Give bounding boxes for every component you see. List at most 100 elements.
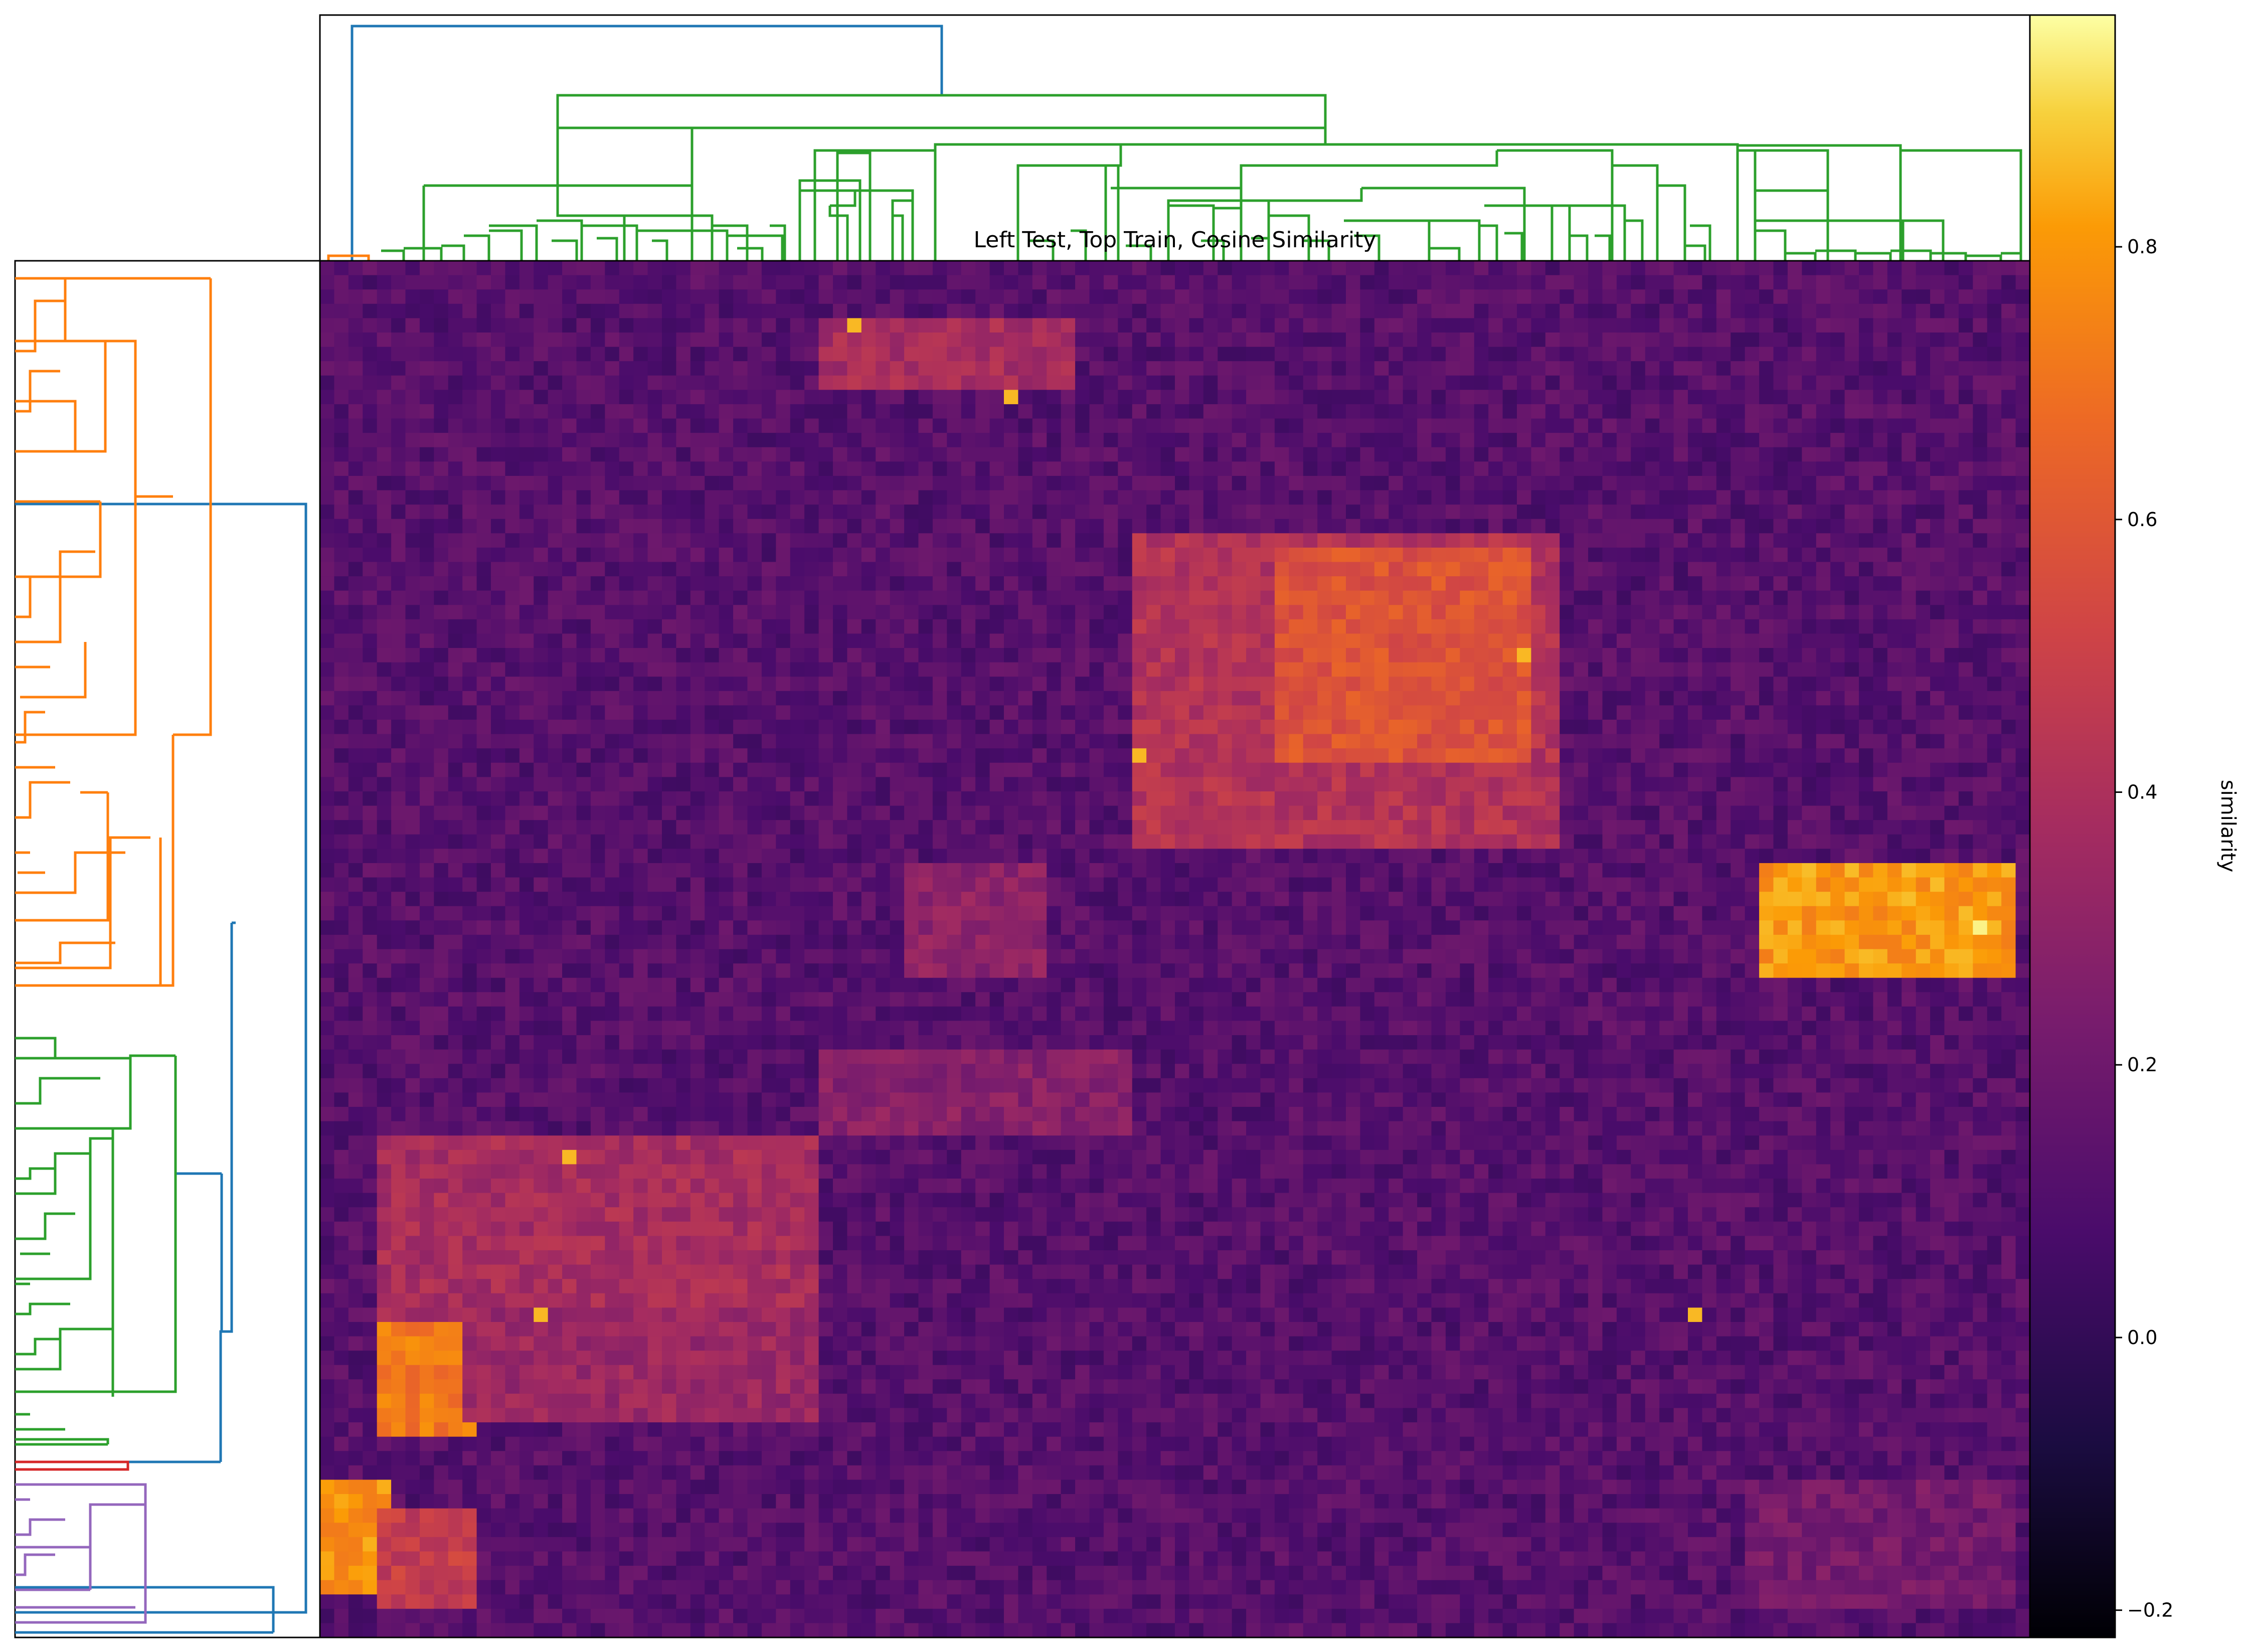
heatmap-cell (662, 777, 677, 792)
heatmap-cell (1246, 791, 1261, 806)
heatmap-cell (1902, 777, 1917, 792)
heatmap-cell (1061, 633, 1076, 648)
heatmap-cell (1973, 461, 1988, 476)
heatmap-cell (1987, 720, 2002, 735)
heatmap-cell (1759, 590, 1774, 605)
heatmap-cell (590, 303, 605, 318)
heatmap-cell (605, 576, 620, 591)
heatmap-cell (1887, 619, 1902, 634)
heatmap-cell (1431, 547, 1446, 563)
heatmap-cell (1018, 447, 1033, 462)
heatmap-cell (1331, 347, 1346, 362)
heatmap-cell (647, 705, 662, 720)
heatmap-cell (932, 662, 947, 677)
heatmap-cell (1032, 533, 1047, 548)
heatmap-cell (1303, 447, 1318, 462)
heatmap-cell (719, 418, 734, 433)
heatmap-cell (833, 820, 848, 835)
heatmap-cell (391, 705, 406, 720)
heatmap-cell (419, 390, 434, 405)
heatmap-cell (1403, 303, 1418, 318)
heatmap-cell (619, 705, 634, 720)
heatmap-cell (1374, 705, 1389, 720)
heatmap-cell (1902, 547, 1917, 563)
heatmap-cell (733, 490, 748, 505)
heatmap-cell (1004, 475, 1019, 491)
heatmap-cell (833, 390, 848, 405)
heatmap-cell (890, 605, 905, 620)
heatmap-cell (548, 318, 563, 333)
heatmap-cell (705, 849, 720, 864)
heatmap-cell (904, 475, 919, 491)
heatmap-cell (1360, 605, 1375, 620)
heatmap-cell (1916, 777, 1931, 792)
heatmap-cell (1246, 433, 1261, 448)
heatmap-cell (1018, 390, 1033, 405)
heatmap-cell (818, 849, 833, 864)
heatmap-cell (1132, 433, 1147, 448)
heatmap-cell (1431, 820, 1446, 835)
heatmap-cell (1944, 347, 1959, 362)
heatmap-cell (918, 418, 933, 433)
heatmap-cell (1260, 475, 1275, 491)
heatmap-cell (861, 748, 876, 763)
heatmap-cell (1916, 533, 1931, 548)
heatmap-cell (818, 490, 833, 505)
heatmap-cell (1431, 261, 1446, 276)
heatmap-cell (1602, 691, 1617, 706)
heatmap-cell (647, 447, 662, 462)
heatmap-cell (761, 404, 776, 419)
heatmap-cell (1246, 734, 1261, 749)
heatmap-cell (1616, 332, 1631, 348)
heatmap-cell (405, 461, 420, 476)
heatmap-cell (1616, 748, 1631, 763)
heatmap-cell (1417, 375, 1432, 390)
heatmap-cell (1844, 547, 1859, 563)
heatmap-cell (1331, 447, 1346, 462)
heatmap-cell (1816, 720, 1831, 735)
heatmap-cell (761, 275, 776, 290)
heatmap-cell (1317, 547, 1332, 563)
heatmap-cell (1602, 361, 1617, 376)
heatmap-cell (1759, 691, 1774, 706)
heatmap-cell (548, 361, 563, 376)
heatmap-cell (847, 519, 862, 534)
heatmap-cell (519, 261, 534, 276)
heatmap-cell (1588, 691, 1603, 706)
heatmap-cell (434, 720, 449, 735)
heatmap-cell (1331, 547, 1346, 563)
heatmap-cell (1902, 505, 1917, 520)
heatmap-cell (1844, 390, 1859, 405)
heatmap-cell (1289, 505, 1304, 520)
heatmap-cell (1987, 433, 2002, 448)
heatmap-cell (391, 490, 406, 505)
heatmap-cell (1004, 791, 1019, 806)
heatmap-cell (1958, 390, 1973, 405)
heatmap-cell (619, 777, 634, 792)
heatmap-cell (1545, 805, 1560, 820)
heatmap-cell (1317, 762, 1332, 777)
heatmap-cell (1659, 390, 1674, 405)
heatmap-cell (1873, 605, 1888, 620)
heatmap-cell (1517, 762, 1532, 777)
heatmap-cell (1731, 720, 1746, 735)
heatmap-cell (1531, 648, 1546, 663)
heatmap-cell (975, 762, 990, 777)
heatmap-cell (1274, 805, 1289, 820)
heatmap-cell (1431, 648, 1446, 663)
heatmap-cell (1844, 332, 1859, 348)
heatmap-cell (1616, 533, 1631, 548)
heatmap-cell (747, 748, 762, 763)
left-dendrogram (14, 260, 321, 1638)
heatmap-cell (1061, 261, 1076, 276)
heatmap-cell (676, 820, 691, 835)
heatmap-cell (761, 777, 776, 792)
heatmap-cell (1075, 418, 1090, 433)
heatmap-cell (1146, 447, 1161, 462)
heatmap-cell (747, 562, 762, 577)
left-dendrogram-green-cluster (15, 1037, 177, 1446)
heatmap-cell (1403, 375, 1418, 390)
heatmap-cell (1816, 562, 1831, 577)
heatmap-cell (1616, 519, 1631, 534)
heatmap-cell (1830, 275, 1845, 290)
